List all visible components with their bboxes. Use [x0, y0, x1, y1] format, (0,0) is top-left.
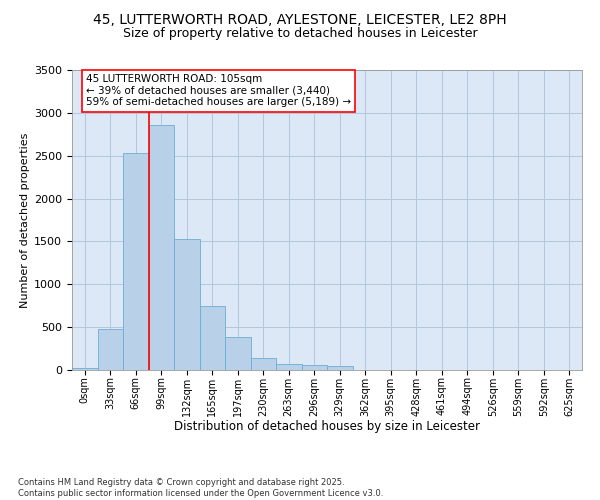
Text: Contains HM Land Registry data © Crown copyright and database right 2025.
Contai: Contains HM Land Registry data © Crown c…	[18, 478, 383, 498]
Bar	[199, 306, 225, 370]
X-axis label: Distribution of detached houses by size in Leicester: Distribution of detached houses by size …	[174, 420, 480, 433]
Bar	[225, 336, 251, 370]
Text: Size of property relative to detached houses in Leicester: Size of property relative to detached ho…	[122, 28, 478, 40]
Y-axis label: Number of detached properties: Number of detached properties	[20, 132, 30, 308]
Bar	[174, 239, 199, 370]
Bar	[72, 368, 97, 370]
Bar	[149, 125, 174, 370]
Text: 45, LUTTERWORTH ROAD, AYLESTONE, LEICESTER, LE2 8PH: 45, LUTTERWORTH ROAD, AYLESTONE, LEICEST…	[93, 12, 507, 26]
Bar	[97, 329, 123, 370]
Bar	[327, 366, 353, 370]
Bar	[251, 358, 276, 370]
Bar	[302, 366, 327, 370]
Text: 45 LUTTERWORTH ROAD: 105sqm
← 39% of detached houses are smaller (3,440)
59% of : 45 LUTTERWORTH ROAD: 105sqm ← 39% of det…	[86, 74, 351, 108]
Bar	[276, 364, 302, 370]
Bar	[123, 153, 149, 370]
